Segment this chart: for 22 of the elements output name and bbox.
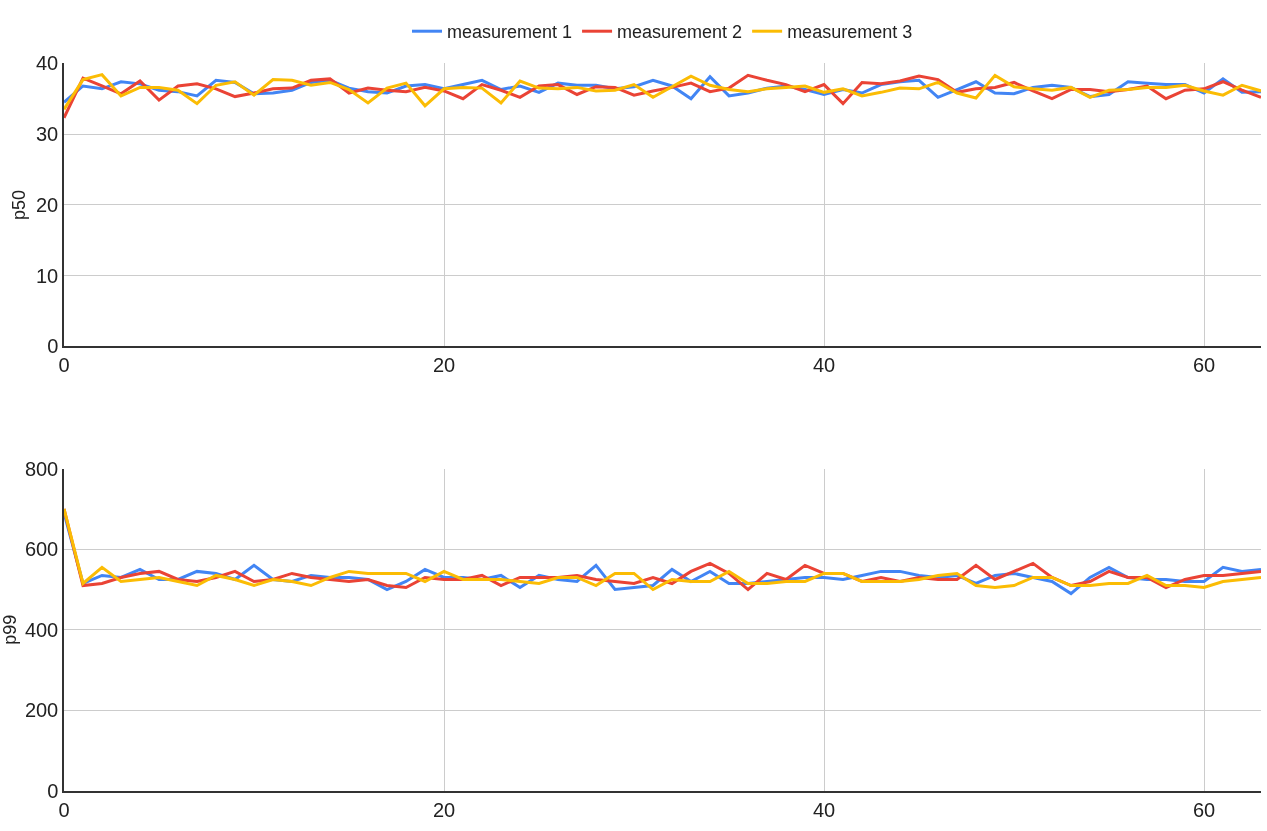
y-tick-label: 200 [24, 699, 59, 722]
x-tick-label: 60 [1192, 354, 1216, 377]
x-tick-label: 20 [432, 354, 456, 377]
legend-label: measurement 1 [447, 22, 573, 43]
y-tick-label: 30 [36, 123, 59, 146]
x-tick-label: 40 [812, 798, 836, 821]
y-tick-label: 40 [36, 52, 59, 75]
line-series [64, 73, 1261, 111]
x-tick-label: 60 [1192, 798, 1216, 821]
y-tick-label: 20 [36, 193, 59, 216]
y-tick-label: 800 [24, 457, 59, 480]
x-tick-label: 40 [812, 354, 836, 377]
y-tick-label: 0 [47, 335, 59, 358]
y-tick-label: 10 [36, 264, 59, 287]
y-tick-label: 400 [24, 618, 59, 641]
x-tick-label: 20 [432, 798, 456, 821]
y-axis-title: p99 [0, 614, 20, 645]
y-tick-label: 0 [47, 779, 59, 802]
legend-label: measurement 2 [617, 22, 743, 43]
y-tick-label: 600 [24, 538, 59, 561]
legend-label: measurement 3 [787, 22, 913, 43]
y-axis-title: p50 [8, 189, 29, 220]
